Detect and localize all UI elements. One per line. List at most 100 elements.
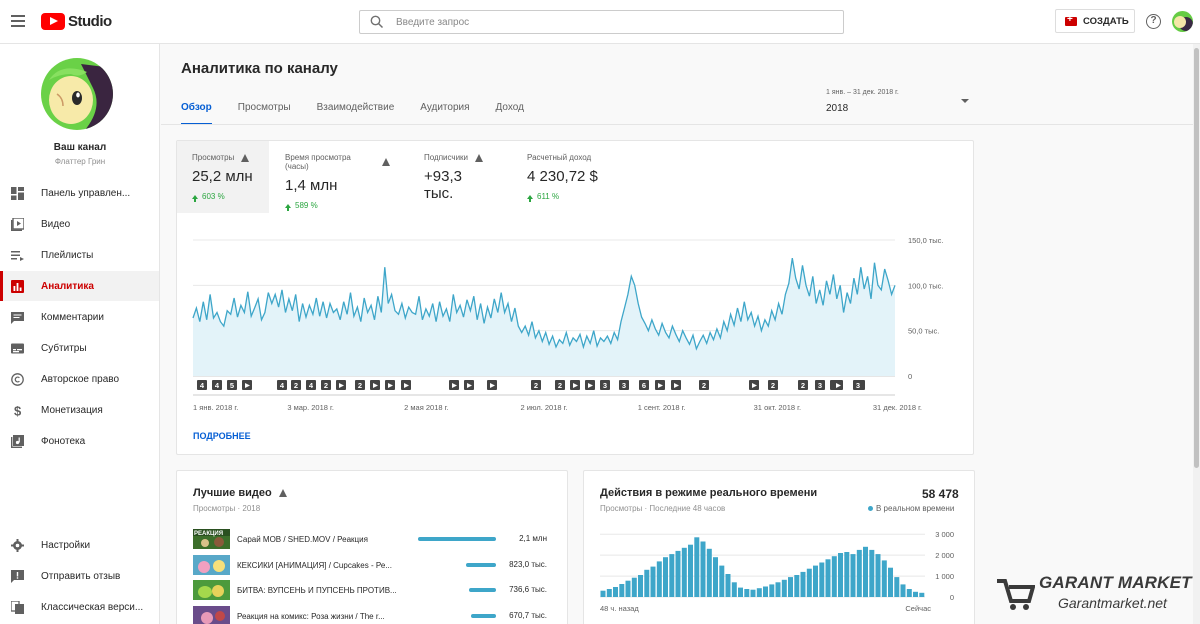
copyright-icon <box>11 372 24 386</box>
marker-box <box>555 380 565 390</box>
marker-box <box>815 380 825 390</box>
play-icon <box>467 383 472 388</box>
playlist-icon <box>11 250 24 261</box>
annotation-marker <box>655 380 665 390</box>
search-box[interactable] <box>359 10 844 34</box>
metric-revenue[interactable]: Расчетный доход 4 230,72 $ 611 % <box>512 141 622 213</box>
y-tick-label: 50,0 тыс. <box>908 327 939 336</box>
create-button[interactable]: СОЗДАТЬ <box>1055 9 1135 33</box>
sidebar-item-analytics[interactable]: Аналитика <box>0 271 159 301</box>
sidebar-item-videos[interactable]: Видео <box>0 209 159 239</box>
list-item[interactable]: БИТВА: ВУПСЕНЬ И ПУПСЕНЬ ПРОТИВ... 736,6… <box>193 580 547 600</box>
account-avatar[interactable] <box>1172 11 1193 32</box>
realtime-bar <box>844 552 850 597</box>
list-item[interactable]: КЕКСИКИ [АНИМАЦИЯ] / Cupcakes - Ре... 82… <box>193 555 547 575</box>
marker-box <box>699 380 709 390</box>
search-input[interactable] <box>396 14 816 30</box>
realtime-bar <box>613 587 618 597</box>
annotation-marker <box>385 380 395 390</box>
marker-box <box>639 380 649 390</box>
series-line <box>192 257 896 351</box>
realtime-subtitle: Просмотры · Последние 48 часов <box>600 504 726 513</box>
realtime-bar <box>775 582 781 597</box>
marker-box <box>853 380 863 390</box>
watermark-url: Garantmarket.net <box>1058 595 1167 611</box>
more-details-link[interactable]: ПОДРОБНЕЕ <box>193 431 251 441</box>
marker-label: 6 <box>642 381 646 390</box>
play-icon <box>339 383 344 388</box>
scrollbar-thumb[interactable] <box>1194 48 1199 468</box>
realtime-bar <box>894 577 900 597</box>
menu-icon[interactable] <box>11 15 25 27</box>
analytics-icon <box>11 279 24 293</box>
realtime-bar <box>913 591 918 597</box>
realtime-bar <box>669 554 675 597</box>
realtime-bar <box>838 553 843 597</box>
metric-label: Время просмотра (часы) <box>285 153 351 171</box>
y-tick-label: 0 <box>908 372 912 381</box>
views-area-chart[interactable]: 150,0 тыс.100,0 тыс.50,0 тыс.04 4 5 4 2 4 2 2 2 2… <box>177 225 957 420</box>
realtime-bar <box>756 588 762 597</box>
marker-label: 4 <box>280 381 285 390</box>
realtime-bar <box>656 561 662 597</box>
sidebar-item-label: Настройки <box>41 539 91 551</box>
realtime-bar <box>731 582 737 597</box>
video-title: Реакция на комикс: Роза жизни / The r... <box>237 611 385 621</box>
realtime-bar <box>688 544 693 597</box>
help-icon[interactable]: ? <box>1146 14 1161 29</box>
tab-engagement[interactable]: Взаимодействие <box>316 102 395 113</box>
realtime-bar-chart[interactable]: 3 000 2 000 1 000 0 48 ч. назад Сейчас <box>597 524 962 614</box>
realtime-bar <box>788 577 793 597</box>
annotation-marker: 4 <box>306 380 316 390</box>
metric-views[interactable]: Просмотры 25,2 млн 603 % <box>177 141 269 213</box>
youtube-logo-icon <box>41 13 65 30</box>
sidebar-item-comments[interactable]: Комментарии <box>0 302 159 332</box>
sidebar-item-monetization[interactable]: $ Монетизация <box>0 395 159 425</box>
metric-watch-time[interactable]: Время просмотра (часы) 1,4 млн 589 % <box>270 141 405 213</box>
tab-overview[interactable]: Обзор <box>181 102 212 125</box>
sidebar-item-subtitles[interactable]: Субтитры <box>0 333 159 363</box>
sidebar-item-playlists[interactable]: Плейлисты <box>0 240 159 270</box>
studio-logo[interactable]: Studio <box>41 13 112 30</box>
page-title: Аналитика по каналу <box>181 60 338 77</box>
sidebar-item-copyright[interactable]: Авторское право <box>0 364 159 394</box>
tab-audience[interactable]: Аудитория <box>420 102 470 113</box>
play-icon <box>404 383 409 388</box>
annotation-marker <box>570 380 580 390</box>
realtime-legend: В реальном времени <box>868 504 954 513</box>
x-tick-label: 1 янв. 2018 г. <box>193 403 238 412</box>
video-share-bar <box>466 563 496 567</box>
dropdown-caret-icon <box>961 99 969 103</box>
x-tick-label: 31 дек. 2018 г. <box>873 403 922 412</box>
sidebar-item-audio-library[interactable]: Фонотека <box>0 426 159 456</box>
realtime-bar <box>700 541 706 597</box>
series-area <box>193 258 895 376</box>
sidebar-item-feedback[interactable]: Отправить отзыв <box>0 561 159 591</box>
realtime-bar <box>875 554 881 597</box>
metric-subscribers[interactable]: Подписчики +93,3 тыс. <box>409 141 509 213</box>
y-tick-label: 100,0 тыс. <box>908 281 944 290</box>
play-icon <box>373 383 378 388</box>
marker-box <box>768 380 778 390</box>
tab-views[interactable]: Просмотры <box>237 102 291 113</box>
sidebar-item-settings[interactable]: Настройки <box>0 530 159 560</box>
realtime-bar <box>750 589 756 597</box>
list-item[interactable]: Реакция на комикс: Роза жизни / The r...… <box>193 606 547 624</box>
tab-revenue[interactable]: Доход <box>495 102 524 113</box>
sidebar-item-dashboard[interactable]: Панель управлен... <box>0 178 159 208</box>
sidebar-item-label: Панель управлен... <box>41 187 131 199</box>
marker-box <box>619 380 629 390</box>
annotation-marker: 3 <box>619 380 629 390</box>
annotation-marker: 2 <box>321 380 331 390</box>
annotation-marker: 2 <box>798 380 808 390</box>
realtime-title: Действия в режиме реального времени <box>600 487 818 499</box>
realtime-bar <box>694 537 700 597</box>
create-video-icon <box>1065 14 1077 26</box>
list-item[interactable]: РЕАКЦИЯ Сарай MOB / SHED.MOV / Реакция 2… <box>193 529 547 549</box>
channel-avatar[interactable] <box>41 58 113 130</box>
subtitles-icon <box>11 343 24 353</box>
marker-label: 2 <box>294 381 298 390</box>
annotation-marker: 3 <box>853 380 863 390</box>
sidebar-item-classic[interactable]: Классическая верси... <box>0 592 159 622</box>
video-views: 2,1 млн <box>519 534 547 543</box>
